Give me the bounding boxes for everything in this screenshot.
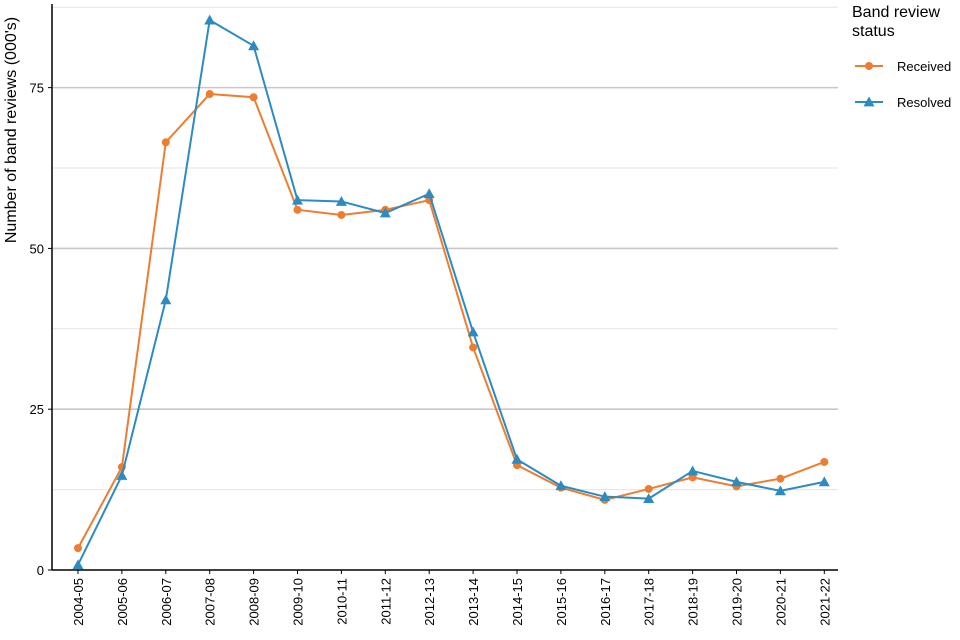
x-tick-label: 2006-07 bbox=[159, 578, 174, 626]
legend-swatch-marker bbox=[865, 62, 873, 70]
x-tick-label: 2013-14 bbox=[466, 578, 481, 626]
resolved-point bbox=[335, 195, 347, 206]
y-tick-label: 75 bbox=[30, 81, 44, 96]
legend-label: Received bbox=[897, 59, 951, 74]
x-tick-label: 2010-11 bbox=[334, 578, 349, 625]
resolved-point bbox=[116, 469, 128, 480]
resolved-point bbox=[687, 465, 699, 476]
x-tick-label: 2009-10 bbox=[291, 578, 306, 626]
resolved-point bbox=[774, 485, 786, 496]
received-point bbox=[776, 474, 785, 483]
x-tick-label: 2014-15 bbox=[510, 578, 525, 626]
received-point bbox=[688, 473, 697, 482]
y-tick-label: 25 bbox=[30, 402, 44, 417]
legend-item-resolved: Resolved bbox=[855, 95, 951, 110]
x-tick-label: 2007-08 bbox=[203, 578, 218, 626]
x-tick-label: 2008-09 bbox=[247, 578, 262, 626]
legend-label: Resolved bbox=[897, 95, 951, 110]
x-tick-label: 2012-13 bbox=[422, 578, 437, 626]
x-tick-label: 2005-06 bbox=[115, 578, 130, 626]
received-point bbox=[820, 457, 829, 466]
grid bbox=[52, 6, 838, 491]
resolved-line bbox=[77, 19, 825, 566]
resolved-point bbox=[248, 40, 260, 51]
resolved-point bbox=[643, 493, 655, 504]
x-tick-label: 2004-05 bbox=[71, 578, 86, 626]
resolved-point bbox=[467, 326, 479, 337]
resolved-point bbox=[423, 188, 435, 199]
resolved-point bbox=[160, 294, 172, 305]
received-point bbox=[644, 484, 653, 493]
resolved-point bbox=[599, 491, 611, 502]
received-point bbox=[293, 205, 302, 214]
series bbox=[72, 14, 830, 570]
x-tick-label: 2017-18 bbox=[642, 578, 657, 626]
x-tick-label: 2019-20 bbox=[730, 578, 745, 626]
received-point bbox=[337, 210, 346, 219]
x-tick-label: 2021-22 bbox=[817, 578, 832, 626]
legend-item-received: Received bbox=[855, 59, 951, 74]
y-tick-label: 50 bbox=[30, 241, 44, 256]
resolved-point bbox=[818, 476, 830, 487]
y-axis-title: Number of band reviews (000's) bbox=[3, 17, 20, 243]
resolved-point bbox=[731, 476, 742, 487]
x-tick-label: 2011-12 bbox=[378, 578, 393, 625]
legend-swatch-marker bbox=[863, 96, 875, 107]
y-tick-label: 0 bbox=[37, 563, 44, 578]
resolved-series bbox=[72, 14, 830, 570]
resolved-point bbox=[555, 480, 567, 491]
resolved-point bbox=[292, 194, 303, 205]
received-point bbox=[249, 93, 258, 102]
received-point bbox=[74, 544, 82, 553]
legend-title-line-2: status bbox=[852, 23, 895, 40]
x-tick-label: 2015-16 bbox=[554, 578, 569, 626]
x-tick-label: 2020-21 bbox=[773, 578, 788, 626]
legend: Band review status Received Resolved bbox=[852, 4, 951, 110]
received-point bbox=[469, 343, 478, 352]
legend-title-line-1: Band review bbox=[852, 4, 940, 21]
received-point bbox=[205, 90, 214, 99]
axes: 0 25 50 75 2004-05 2005-06 2006-07 2007-08 2008-… bbox=[30, 4, 838, 626]
resolved-point bbox=[379, 207, 391, 218]
x-tick-label: 2018-19 bbox=[686, 578, 701, 626]
received-line bbox=[77, 93, 825, 549]
resolved-point bbox=[204, 14, 216, 25]
resolved-point bbox=[72, 559, 84, 570]
resolved-point bbox=[511, 453, 523, 464]
x-tick-label: 2016-17 bbox=[598, 578, 613, 626]
legend-items: Received Resolved bbox=[855, 59, 951, 110]
received-point bbox=[161, 138, 170, 147]
